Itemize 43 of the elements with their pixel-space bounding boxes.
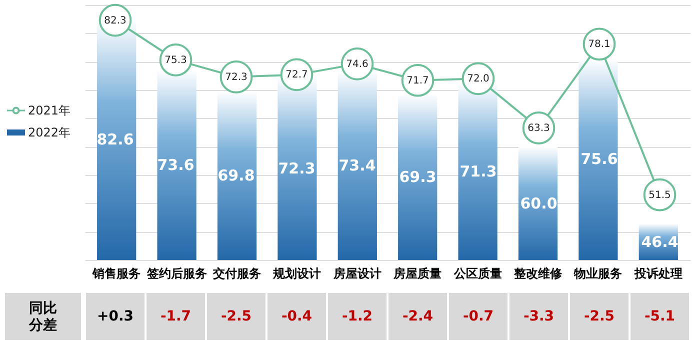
data-label: 63.3	[528, 122, 550, 134]
legend-label: 2021年	[28, 104, 71, 118]
legend-label: 2022年	[28, 126, 71, 140]
data-label: 72.0	[467, 74, 490, 85]
x-tick-label: 规划设计	[272, 266, 322, 280]
data-label: 46.4	[641, 232, 678, 251]
data-label: 73.4	[338, 156, 376, 174]
data-label: 82.3	[104, 15, 126, 26]
text: 同比分差	[28, 300, 57, 334]
text: -0.4	[281, 308, 312, 324]
x-tick-label: 交付服务	[212, 266, 262, 280]
x-tick-label: 销售服务	[92, 266, 141, 280]
data-label: 69.3	[399, 168, 436, 186]
x-tick-label: 房屋质量	[392, 266, 442, 280]
data-label: 82.6	[96, 130, 134, 148]
text: +0.3	[96, 308, 134, 324]
text: -1.7	[160, 308, 192, 324]
data-label: 73.6	[157, 156, 194, 174]
data-label: 69.8	[218, 166, 255, 185]
text: -2.5	[220, 308, 252, 324]
data-label: 72.3	[278, 159, 316, 178]
x-tick-label: 签约后服务	[146, 266, 207, 280]
data-label: 71.3	[460, 162, 497, 180]
data-label: 75.3	[164, 54, 187, 66]
data-label: 60.0	[520, 194, 558, 212]
data-label: 51.5	[648, 190, 671, 201]
x-tick-label: 投诉处理	[633, 266, 682, 280]
data-label: 72.3	[225, 72, 248, 83]
text: -2.5	[584, 308, 615, 324]
text: -1.2	[342, 308, 373, 324]
data-label: 78.1	[588, 39, 610, 50]
x-tick-label: 房屋设计	[332, 266, 382, 280]
x-tick-label: 整改维修	[512, 266, 563, 280]
text: -2.4	[402, 308, 434, 324]
x-tick-label: 公区质量	[452, 266, 502, 280]
text: -0.7	[462, 308, 494, 324]
data-label: 72.7	[286, 70, 308, 81]
data-label: 75.6	[580, 150, 618, 168]
data-label: 71.7	[406, 75, 429, 86]
text: -3.3	[523, 308, 554, 324]
text: -5.1	[644, 308, 676, 324]
data-label: 74.6	[346, 58, 368, 70]
x-tick-label: 物业服务	[573, 266, 622, 280]
